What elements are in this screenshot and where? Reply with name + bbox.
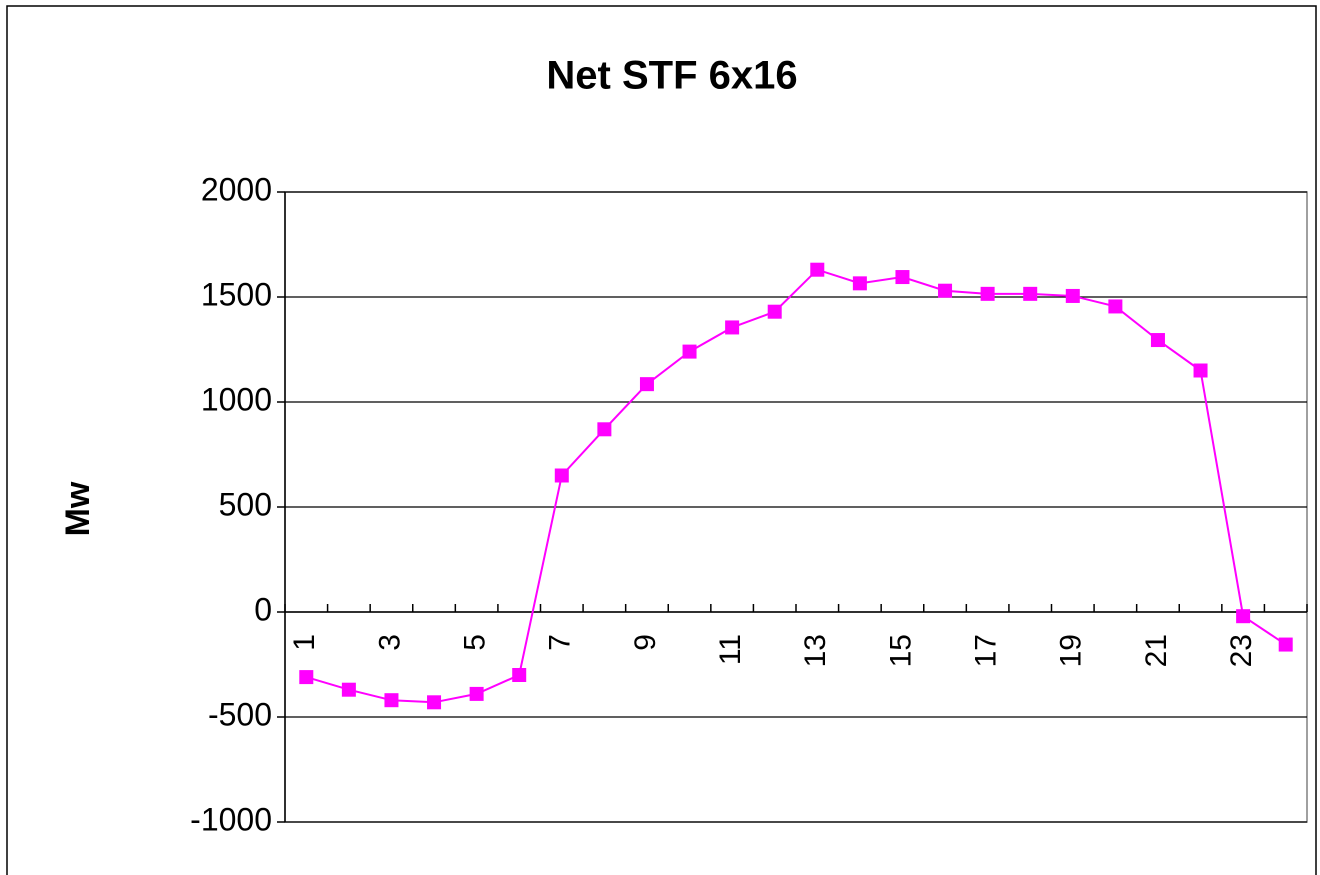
x-tick-label: 17 (970, 634, 1003, 667)
chart-frame (6, 5, 1317, 875)
data-point (682, 344, 697, 359)
data-point (469, 686, 484, 701)
y-tick-label: -500 (208, 696, 272, 732)
data-point (1278, 637, 1293, 652)
data-point (639, 377, 654, 392)
data-point (384, 693, 399, 708)
y-tick-label: 2000 (201, 171, 272, 207)
data-point (938, 283, 953, 298)
data-point (767, 304, 782, 319)
x-tick-label: 21 (1140, 634, 1173, 667)
data-point (725, 320, 740, 335)
data-point (1108, 299, 1123, 314)
x-tick-label: 15 (884, 634, 917, 667)
x-tick-label: 11 (714, 634, 747, 665)
chart-title: Net STF 6x16 (546, 54, 797, 98)
data-point (980, 286, 995, 301)
x-tick-label: 5 (459, 634, 492, 651)
data-line (306, 268, 1287, 704)
y-tick-label: 1000 (201, 381, 272, 417)
y-tick-label: 500 (219, 486, 272, 522)
data-point (852, 276, 867, 291)
x-tick-label: 13 (799, 634, 832, 667)
x-tick-label: 23 (1225, 634, 1258, 667)
data-point (299, 670, 314, 685)
y-tick-label: -1000 (190, 801, 272, 837)
x-tick-label: 19 (1055, 634, 1088, 667)
y-axis-label: Mw (59, 481, 97, 536)
data-point (1150, 333, 1165, 348)
y-tick-label: 0 (254, 591, 272, 627)
data-point (554, 468, 569, 483)
y-tick-label: 1500 (201, 276, 272, 312)
data-point (1236, 609, 1251, 624)
x-tick-label: 9 (629, 634, 662, 651)
x-tick-label: 3 (373, 634, 406, 651)
data-point (427, 695, 442, 710)
data-point (1193, 363, 1208, 378)
data-point (810, 262, 825, 277)
data-point (895, 270, 910, 285)
x-tick-label: 7 (544, 634, 577, 651)
data-point (597, 422, 612, 437)
data-point (1065, 288, 1080, 303)
data-point (341, 682, 356, 697)
data-point (512, 668, 527, 682)
data-point (1023, 286, 1038, 301)
x-tick-label: 1 (288, 634, 321, 651)
